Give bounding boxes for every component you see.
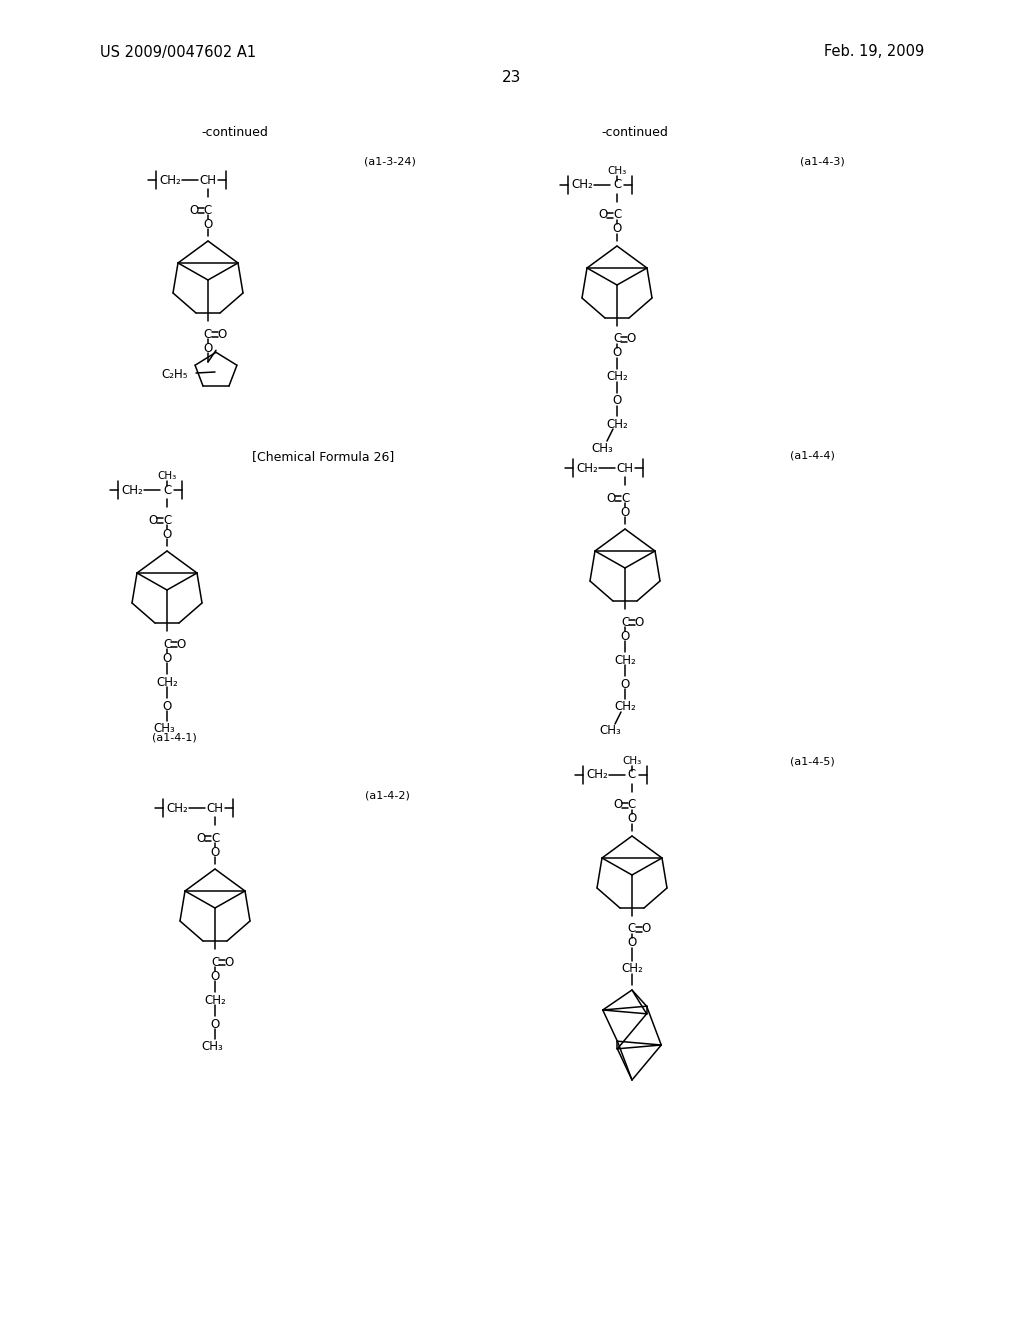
Text: CH₂: CH₂	[166, 801, 187, 814]
Text: O: O	[210, 846, 219, 858]
Text: CH: CH	[616, 462, 634, 474]
Text: O: O	[641, 923, 650, 936]
Text: O: O	[163, 700, 172, 713]
Text: C: C	[204, 327, 212, 341]
Text: CH₂: CH₂	[156, 676, 178, 689]
Text: O: O	[598, 209, 607, 222]
Text: C: C	[163, 638, 171, 651]
Text: CH₃: CH₃	[591, 441, 613, 454]
Text: O: O	[621, 677, 630, 690]
Text: O: O	[628, 813, 637, 825]
Text: -continued: -continued	[202, 127, 268, 140]
Text: US 2009/0047602 A1: US 2009/0047602 A1	[100, 45, 256, 59]
Text: C: C	[613, 178, 622, 191]
Text: C: C	[613, 333, 622, 346]
Text: CH₃: CH₃	[154, 722, 175, 735]
Text: CH: CH	[200, 173, 216, 186]
Text: C: C	[628, 923, 636, 936]
Text: CH₂: CH₂	[606, 371, 628, 384]
Text: CH₂: CH₂	[614, 701, 636, 714]
Text: O: O	[176, 638, 185, 651]
Text: 23: 23	[503, 70, 521, 84]
Text: CH₂: CH₂	[571, 178, 593, 191]
Text: C₂H₅: C₂H₅	[162, 368, 188, 381]
Text: CH₂: CH₂	[606, 417, 628, 430]
Text: O: O	[210, 969, 219, 982]
Text: O: O	[612, 395, 622, 408]
Text: O: O	[612, 346, 622, 359]
Text: CH₂: CH₂	[159, 173, 181, 186]
Text: CH₂: CH₂	[204, 994, 226, 1006]
Text: (a1-4-5): (a1-4-5)	[790, 756, 835, 767]
Text: O: O	[224, 956, 233, 969]
Text: C: C	[621, 491, 629, 504]
Text: O: O	[204, 342, 213, 355]
Text: -continued: -continued	[601, 127, 669, 140]
Text: O: O	[148, 513, 158, 527]
Text: Feb. 19, 2009: Feb. 19, 2009	[823, 45, 924, 59]
Text: CH₃: CH₃	[158, 471, 176, 480]
Text: [Chemical Formula 26]: [Chemical Formula 26]	[252, 450, 394, 463]
Text: O: O	[627, 333, 636, 346]
Text: C: C	[163, 483, 171, 496]
Text: O: O	[189, 203, 199, 216]
Text: CH₂: CH₂	[586, 768, 608, 781]
Text: CH: CH	[207, 801, 223, 814]
Text: O: O	[635, 615, 644, 628]
Text: O: O	[628, 936, 637, 949]
Text: O: O	[197, 832, 206, 845]
Text: CH₂: CH₂	[121, 483, 143, 496]
Text: O: O	[163, 652, 172, 664]
Text: C: C	[613, 209, 622, 222]
Text: (a1-4-4): (a1-4-4)	[790, 450, 835, 459]
Text: C: C	[628, 768, 636, 781]
Text: O: O	[210, 1018, 219, 1031]
Text: CH₂: CH₂	[577, 462, 598, 474]
Text: (a1-4-1): (a1-4-1)	[152, 733, 197, 743]
Text: CH₃: CH₃	[607, 166, 627, 176]
Text: C: C	[211, 956, 219, 969]
Text: CH₂: CH₂	[622, 962, 643, 975]
Text: O: O	[612, 223, 622, 235]
Text: O: O	[204, 218, 213, 231]
Text: C: C	[621, 615, 629, 628]
Text: C: C	[211, 832, 219, 845]
Text: C: C	[204, 203, 212, 216]
Text: O: O	[217, 327, 226, 341]
Text: O: O	[621, 506, 630, 519]
Text: CH₂: CH₂	[614, 653, 636, 667]
Text: O: O	[621, 630, 630, 643]
Text: C: C	[163, 513, 171, 527]
Text: (a1-4-3): (a1-4-3)	[800, 157, 845, 168]
Text: CH₃: CH₃	[599, 725, 621, 738]
Text: O: O	[613, 799, 623, 812]
Text: O: O	[163, 528, 172, 540]
Text: O: O	[606, 491, 615, 504]
Text: (a1-3-24): (a1-3-24)	[364, 157, 416, 168]
Text: C: C	[628, 799, 636, 812]
Text: CH₃: CH₃	[623, 756, 642, 766]
Text: CH₃: CH₃	[201, 1040, 223, 1053]
Text: (a1-4-2): (a1-4-2)	[365, 789, 410, 800]
